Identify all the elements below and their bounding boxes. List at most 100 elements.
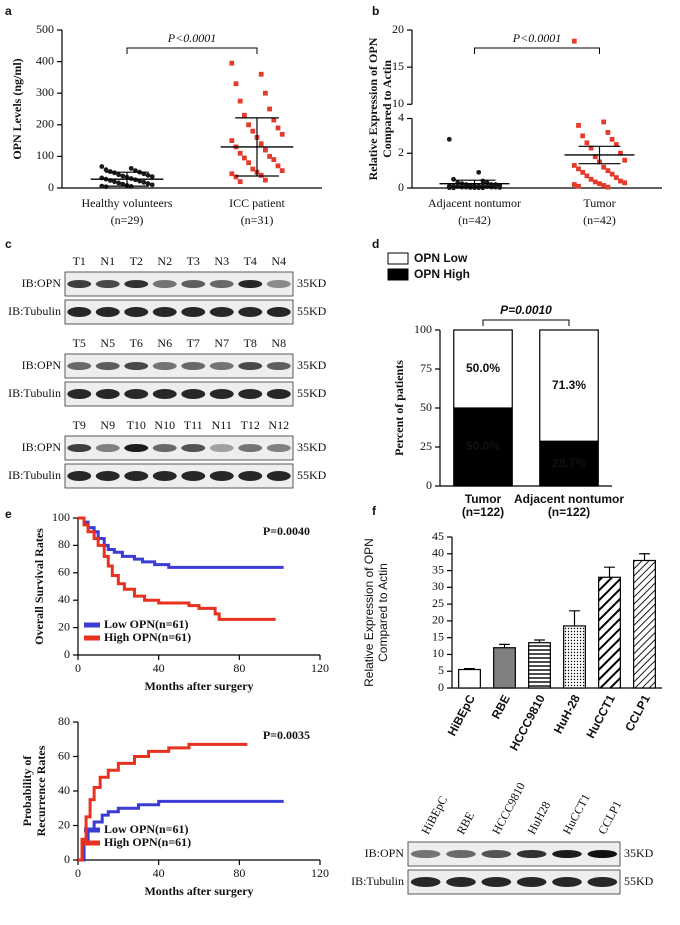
- blot-band: [95, 307, 120, 317]
- blot-band: [266, 362, 291, 370]
- y-tick-label: 80: [58, 714, 70, 728]
- y-tick-label: 4: [398, 110, 404, 124]
- blot-band: [95, 280, 120, 288]
- lane-label: CCLP1: [595, 798, 624, 836]
- error-bar: [569, 610, 580, 626]
- data-point: [480, 178, 486, 184]
- y-tick-label: 20: [432, 613, 444, 627]
- blot-band: [410, 850, 441, 858]
- data-point: [229, 171, 235, 177]
- blot-band: [238, 471, 263, 481]
- x-tick-label: HuH-28: [551, 692, 583, 736]
- size-label: 55KD: [297, 304, 327, 318]
- data-point: [584, 173, 590, 179]
- lane-label: N4: [271, 254, 286, 268]
- bracket: [482, 319, 570, 326]
- y-tick-label: 60: [58, 565, 70, 579]
- data-point: [480, 185, 486, 191]
- data-point: [258, 71, 264, 77]
- value-label: 28.7%: [552, 456, 586, 470]
- bar-segment: [539, 329, 599, 442]
- data-point: [233, 174, 239, 180]
- y-tick-label: 0: [64, 852, 70, 866]
- data-point: [237, 98, 243, 104]
- error-bar: [499, 643, 510, 648]
- data-point: [271, 157, 277, 162]
- blot-band: [209, 280, 234, 288]
- row-label: IB:Tubulin: [8, 386, 61, 400]
- bracket: [126, 47, 258, 54]
- legend-label: High OPN(n=61): [104, 835, 191, 849]
- panel-label: e: [5, 507, 12, 521]
- x-tick-label: Tumor: [583, 196, 615, 210]
- data-point: [267, 154, 272, 159]
- y-tick-label: 10: [392, 96, 404, 110]
- legend-label: OPN Low: [414, 251, 468, 265]
- data-point: [103, 167, 109, 173]
- data-point: [99, 183, 105, 189]
- row-label: IB:OPN: [22, 358, 62, 372]
- blot-band: [124, 389, 149, 399]
- data-point: [576, 166, 581, 172]
- x-tick-label: 80: [233, 866, 245, 880]
- y-axis-label: Relative Expression of OPN: [362, 538, 376, 687]
- data-point: [622, 157, 628, 163]
- data-point: [571, 182, 577, 187]
- x-tick-label: 40: [153, 866, 165, 880]
- y-axis-label: Probability of: [20, 755, 34, 827]
- data-point: [116, 180, 121, 186]
- blot-band: [410, 877, 441, 887]
- blot-band: [152, 280, 177, 288]
- y-axis-label: Recurrence Rates: [34, 745, 48, 836]
- blot-band: [516, 877, 547, 887]
- blot-band: [181, 307, 206, 317]
- error-bar: [639, 553, 650, 561]
- data-point: [120, 173, 126, 179]
- blot-band: [67, 471, 92, 481]
- lane-label: T7: [187, 336, 200, 350]
- annotation: P=0.0010: [500, 303, 552, 317]
- lane-label: N8: [271, 336, 286, 350]
- blot-band: [238, 280, 263, 288]
- lane-label: T12: [241, 418, 260, 432]
- y-axis-label: Overall Survival Rates: [32, 528, 46, 645]
- data-point: [112, 170, 117, 176]
- lane-label: N9: [100, 418, 115, 432]
- lane-label: T3: [187, 254, 200, 268]
- data-point: [576, 123, 581, 128]
- error-bar: [105, 171, 149, 187]
- size-label: 55KD: [297, 468, 327, 482]
- blot-band: [481, 877, 512, 887]
- y-tick-label: 75: [420, 361, 432, 375]
- data-point: [592, 154, 598, 160]
- y-tick-label: 100: [36, 148, 54, 162]
- blot-band: [238, 444, 263, 452]
- lane-label: RBE: [454, 810, 477, 837]
- blot-band: [124, 280, 149, 288]
- blot-band: [266, 389, 291, 399]
- panel-label: b: [372, 4, 379, 18]
- x-tick-label: CCLP1: [622, 692, 653, 734]
- y-tick-label: 5: [438, 663, 444, 677]
- data-point: [263, 177, 268, 183]
- blot-band: [95, 389, 120, 399]
- y-tick-label: 25: [420, 439, 432, 453]
- y-tick-label: 300: [36, 85, 54, 99]
- legend-label: OPN High: [414, 267, 470, 281]
- data-point: [622, 180, 628, 186]
- n-label: (n=122): [548, 505, 590, 519]
- y-axis-label: Compared to Actin: [376, 563, 390, 662]
- data-point: [605, 129, 611, 135]
- y-tick-label: 2: [398, 145, 404, 159]
- lane-label: N7: [214, 336, 229, 350]
- panel-label: a: [5, 4, 12, 18]
- blot-band: [124, 307, 149, 317]
- x-tick-label: 120: [311, 866, 329, 880]
- data-point: [451, 185, 456, 191]
- y-tick-label: 20: [392, 22, 404, 36]
- lane-label: HiBEpC: [418, 794, 450, 837]
- data-point: [267, 106, 272, 112]
- y-tick-label: 100: [414, 322, 432, 336]
- panel-label: f: [372, 504, 377, 518]
- y-tick-label: 35: [432, 562, 444, 576]
